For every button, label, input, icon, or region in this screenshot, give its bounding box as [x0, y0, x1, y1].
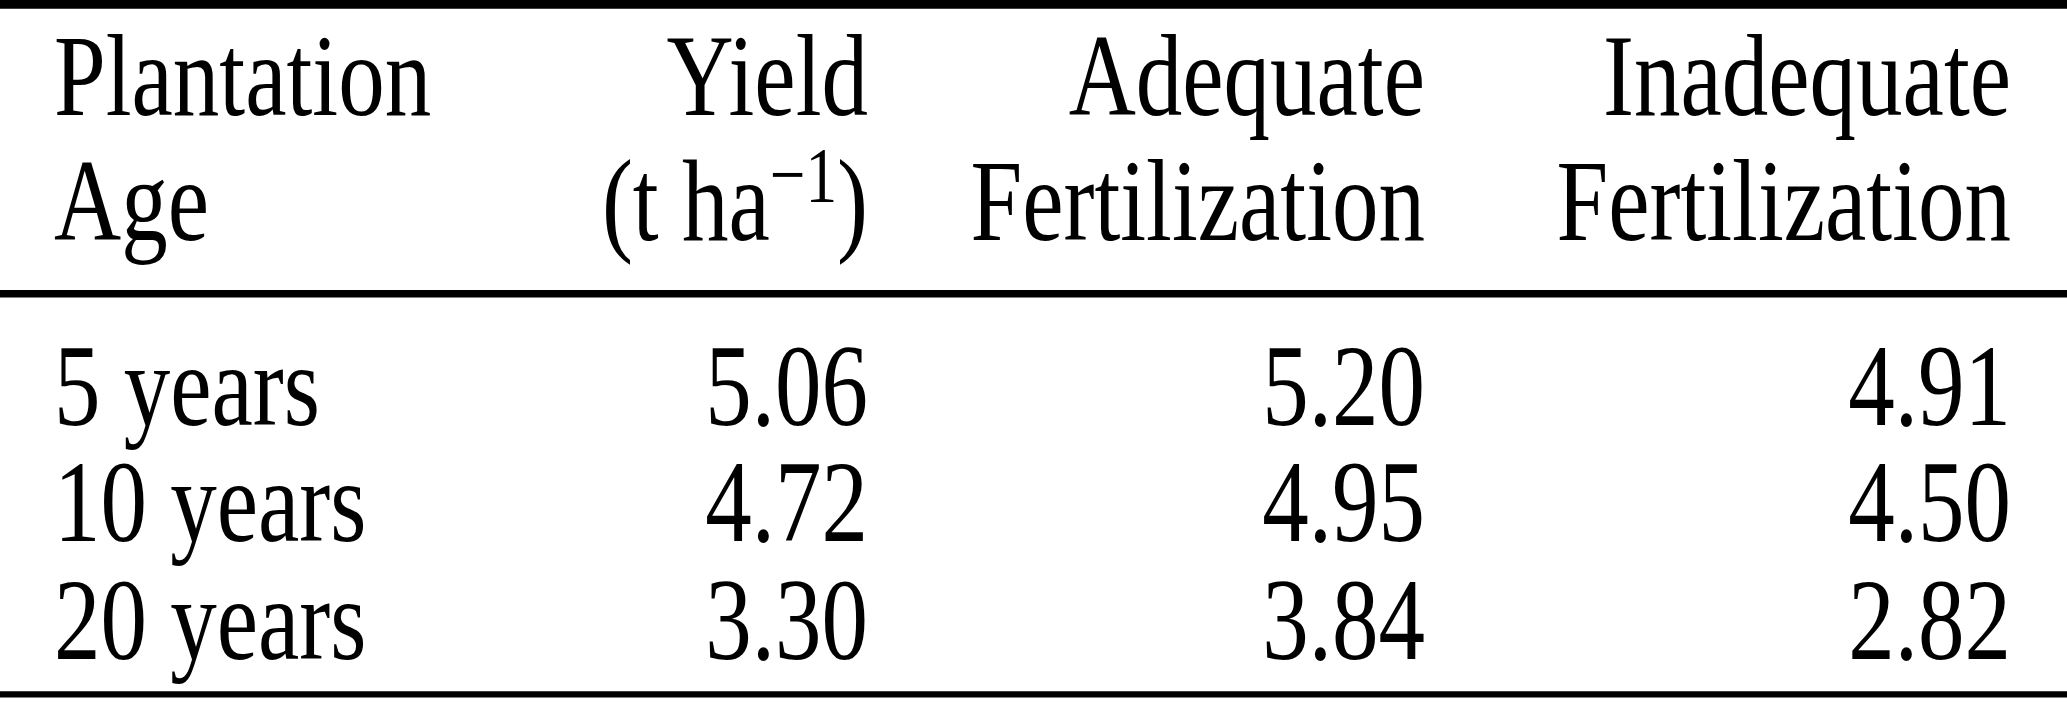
- table-body: 5 years 5.06 5.20 4.91 10 years 4.72 4.9…: [0, 297, 2067, 691]
- header-line: Fertilization: [1425, 139, 2011, 264]
- inadequate-cell: 4.91: [1425, 327, 2011, 444]
- column-header-plantation-age: Plantation Age: [54, 14, 560, 290]
- age-cell: 5 years: [54, 327, 560, 444]
- header-unit-line: (t ha−1): [560, 139, 868, 277]
- age-cell: 20 years: [54, 561, 560, 678]
- table: Plantation Age Yield (t ha−1) Adequate F…: [0, 0, 2067, 702]
- header-line: Inadequate: [1425, 14, 2011, 139]
- header-line: Age: [54, 139, 560, 264]
- table-row: 10 years 4.72 4.95 4.50: [0, 444, 2067, 561]
- header-line: Yield: [560, 14, 868, 139]
- adequate-cell: 3.84: [868, 561, 1425, 678]
- table-bottom-rule: [0, 691, 2067, 698]
- paper-table-figure: Plantation Age Yield (t ha−1) Adequate F…: [0, 0, 2067, 702]
- table-top-rule: [0, 0, 2067, 9]
- unit-prefix: (t ha: [602, 137, 770, 266]
- table-header-row: Plantation Age Yield (t ha−1) Adequate F…: [0, 9, 2067, 290]
- adequate-cell: 4.95: [868, 444, 1425, 561]
- yield-cell: 4.72: [560, 444, 868, 561]
- header-divider-rule: [0, 290, 2067, 297]
- table-row: 20 years 3.30 3.84 2.82: [0, 561, 2067, 678]
- column-header-yield: Yield (t ha−1): [560, 14, 868, 290]
- adequate-cell: 5.20: [868, 327, 1425, 444]
- header-line: Adequate: [868, 14, 1425, 139]
- unit-suffix: ): [837, 137, 868, 266]
- column-header-adequate-fertilization: Adequate Fertilization: [868, 14, 1425, 290]
- inadequate-cell: 2.82: [1425, 561, 2011, 678]
- table-row: 5 years 5.06 5.20 4.91: [0, 327, 2067, 444]
- inadequate-cell: 4.50: [1425, 444, 2011, 561]
- header-line: Fertilization: [868, 139, 1425, 264]
- header-line: Plantation: [54, 14, 560, 139]
- age-cell: 10 years: [54, 444, 560, 561]
- column-header-inadequate-fertilization: Inadequate Fertilization: [1425, 14, 2011, 290]
- yield-cell: 5.06: [560, 327, 868, 444]
- unit-superscript: −1: [770, 131, 837, 219]
- yield-cell: 3.30: [560, 561, 868, 678]
